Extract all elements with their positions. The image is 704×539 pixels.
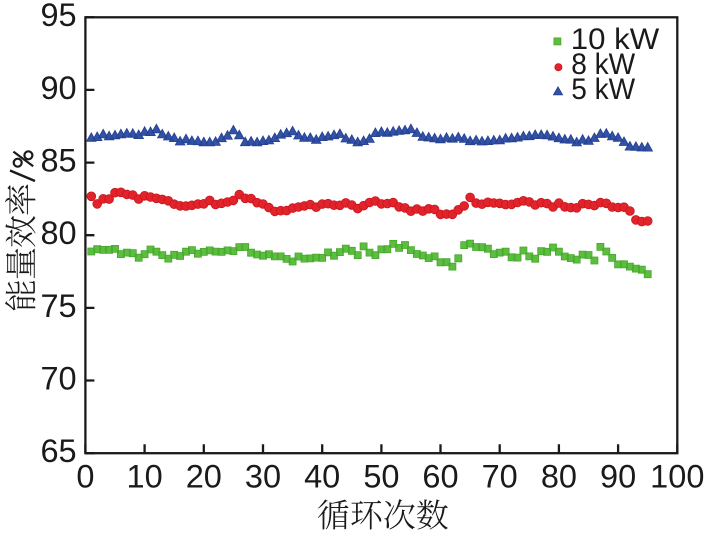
svg-text:75: 75 bbox=[40, 288, 76, 324]
svg-text:70: 70 bbox=[482, 459, 518, 495]
svg-text:10: 10 bbox=[127, 459, 163, 495]
svg-text:95: 95 bbox=[40, 0, 76, 33]
svg-text:10 kW: 10 kW bbox=[571, 23, 660, 56]
svg-text:65: 65 bbox=[40, 433, 76, 469]
svg-text:90: 90 bbox=[600, 459, 636, 495]
svg-text:85: 85 bbox=[40, 143, 76, 179]
svg-text:30: 30 bbox=[245, 459, 281, 495]
svg-text:80: 80 bbox=[541, 459, 577, 495]
svg-text:8 kW: 8 kW bbox=[571, 48, 636, 81]
svg-text:90: 90 bbox=[40, 70, 76, 106]
svg-text:100: 100 bbox=[650, 459, 704, 495]
svg-text:60: 60 bbox=[422, 459, 458, 495]
svg-text:0: 0 bbox=[76, 459, 94, 495]
svg-text:70: 70 bbox=[40, 360, 76, 396]
svg-text:20: 20 bbox=[186, 459, 222, 495]
svg-text:40: 40 bbox=[304, 459, 340, 495]
svg-text:5 kW: 5 kW bbox=[571, 73, 636, 106]
svg-text:50: 50 bbox=[363, 459, 399, 495]
svg-text:80: 80 bbox=[40, 215, 76, 251]
